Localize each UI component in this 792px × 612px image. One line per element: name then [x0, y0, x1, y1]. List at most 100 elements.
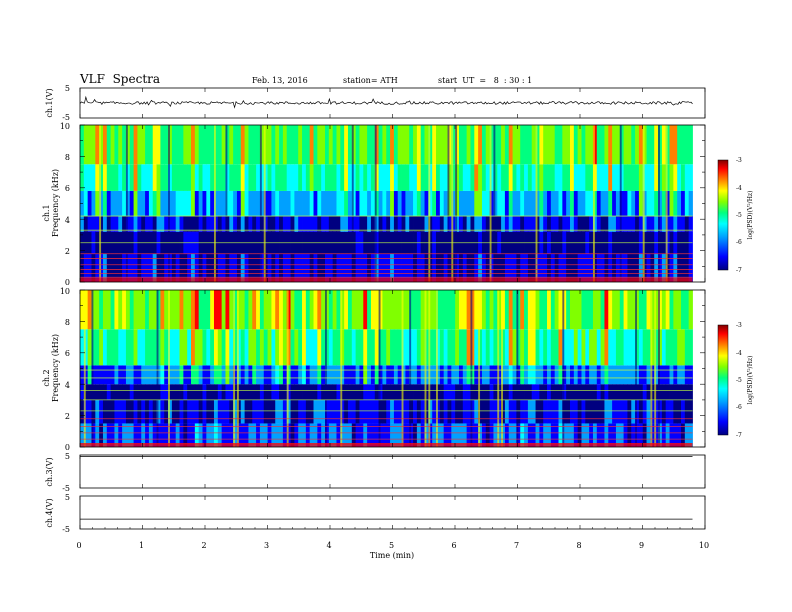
- spectrogram-cell: [279, 125, 284, 165]
- sferic-streak: [156, 290, 159, 447]
- spectrogram-cell: [168, 253, 173, 282]
- spectrogram-cell: [118, 423, 123, 447]
- spectrogram-cell: [520, 164, 525, 191]
- spectrogram-cell: [286, 365, 291, 385]
- spectrogram-cell: [321, 125, 326, 165]
- spectrogram-cell: [298, 216, 303, 232]
- spectrogram-cell: [688, 216, 693, 232]
- spectrogram-cell: [612, 384, 617, 400]
- spectrogram-cell: [596, 125, 602, 165]
- spectrogram-cell: [282, 216, 288, 232]
- spectrogram-cell: [298, 125, 303, 165]
- spectrogram-cell: [183, 423, 188, 447]
- spectrogram-cell: [397, 164, 402, 191]
- spectrogram-cell: [501, 290, 506, 330]
- spectrogram-cell: [661, 329, 667, 366]
- spectrogram-cell: [256, 216, 261, 232]
- spectrogram-cell: [271, 290, 276, 330]
- spectrogram-cell: [244, 384, 249, 400]
- sferic-streak: [91, 290, 94, 447]
- spectrogram-cell: [547, 125, 552, 165]
- spectrogram-cell: [125, 216, 131, 232]
- spectrogram-cell: [187, 423, 192, 447]
- spectrogram-cell: [370, 125, 376, 165]
- spectrogram-cell: [187, 164, 192, 191]
- spectrogram-cell: [543, 329, 548, 366]
- spectrogram-cell: [627, 190, 632, 217]
- spectrogram-cell: [279, 190, 284, 217]
- spectrogram-cell: [248, 365, 253, 385]
- spectrogram-cell: [658, 399, 663, 424]
- spectrogram-cell: [148, 423, 154, 447]
- spectrogram-cell: [210, 253, 215, 282]
- spectrogram-cell: [401, 216, 406, 232]
- spectrogram-cell: [110, 365, 115, 385]
- spectrogram-cell: [631, 190, 636, 217]
- spectrogram-cell: [171, 216, 177, 232]
- spectrogram-cell: [573, 164, 579, 191]
- spectrogram-cell: [210, 125, 215, 165]
- spectrogram-cell: [612, 423, 617, 447]
- spectrogram-cell: [470, 329, 475, 366]
- spectrogram-cell: [451, 253, 456, 282]
- spectrogram-cell: [623, 125, 628, 165]
- spectrogram-cell: [458, 125, 464, 165]
- ch3-ytick-5: 5: [65, 452, 70, 461]
- spectrogram-cell: [592, 190, 598, 217]
- spectrogram-cell: [248, 423, 253, 447]
- spectrogram-cell: [221, 384, 226, 400]
- spectrogram-cell: [106, 253, 112, 282]
- spectrogram-cell: [378, 329, 383, 366]
- spectrogram-cell: [424, 164, 429, 191]
- spectrogram-cell: [547, 253, 552, 282]
- spectrogram-cell: [420, 384, 425, 400]
- spectrogram-cell: [210, 365, 215, 385]
- sferic-streak: [233, 290, 236, 447]
- spectrogram-cell: [413, 399, 418, 424]
- spectrogram-cell: [248, 290, 253, 330]
- spectrogram-cell: [198, 329, 203, 366]
- spectrogram-cell: [256, 253, 261, 282]
- spectrogram-cell: [615, 290, 621, 330]
- spectrogram-cell: [615, 190, 621, 217]
- spectrogram-cell: [589, 365, 594, 385]
- spectrogram-cell: [428, 329, 433, 366]
- spectrogram-cell: [635, 190, 640, 217]
- spectrogram-cell: [497, 290, 502, 330]
- ch4-voltage-ylabel: ch.4(V): [45, 498, 54, 527]
- spectrogram-cell: [133, 423, 138, 447]
- spectrogram-cell: [194, 384, 200, 400]
- spectrogram-cell: [236, 384, 242, 400]
- spectrogram-cell: [432, 329, 437, 366]
- spectrogram-cell: [317, 365, 322, 385]
- spectrogram-cell: [566, 365, 571, 385]
- spectrogram-cell: [202, 216, 207, 232]
- spectrogram-cell: [213, 216, 219, 232]
- spectrogram-cell: [252, 253, 257, 282]
- spectrogram-cell: [271, 164, 276, 191]
- spectrogram-cell: [240, 399, 246, 424]
- spectrogram-cell: [512, 164, 517, 191]
- spectrogram-cell: [236, 164, 242, 191]
- spectrogram-cell: [171, 423, 177, 447]
- spectrogram-cell: [524, 384, 529, 400]
- spectrogram-cell: [558, 384, 563, 400]
- spectrogram-cell: [527, 399, 533, 424]
- spectrogram-cell: [627, 423, 632, 447]
- spectrogram-cell: [684, 290, 690, 330]
- spectrogram-cell: [501, 190, 506, 217]
- spectrogram-cell: [416, 384, 422, 400]
- spectrogram-cell: [344, 190, 349, 217]
- spectrogram-cell: [558, 290, 563, 330]
- spectrogram-cell: [401, 290, 406, 330]
- spectrogram-cell: [619, 365, 624, 385]
- spectrogram-cell: [286, 190, 291, 217]
- spectrogram-cell: [409, 216, 414, 232]
- spectrogram-cell: [543, 125, 548, 165]
- spectrogram-cell: [336, 164, 341, 191]
- spectrogram-cell: [183, 384, 188, 400]
- spectrogram-cell: [650, 423, 655, 447]
- spectrogram-cell: [252, 399, 257, 424]
- spectrogram-cell: [309, 125, 314, 165]
- spectrogram-cell: [615, 384, 621, 400]
